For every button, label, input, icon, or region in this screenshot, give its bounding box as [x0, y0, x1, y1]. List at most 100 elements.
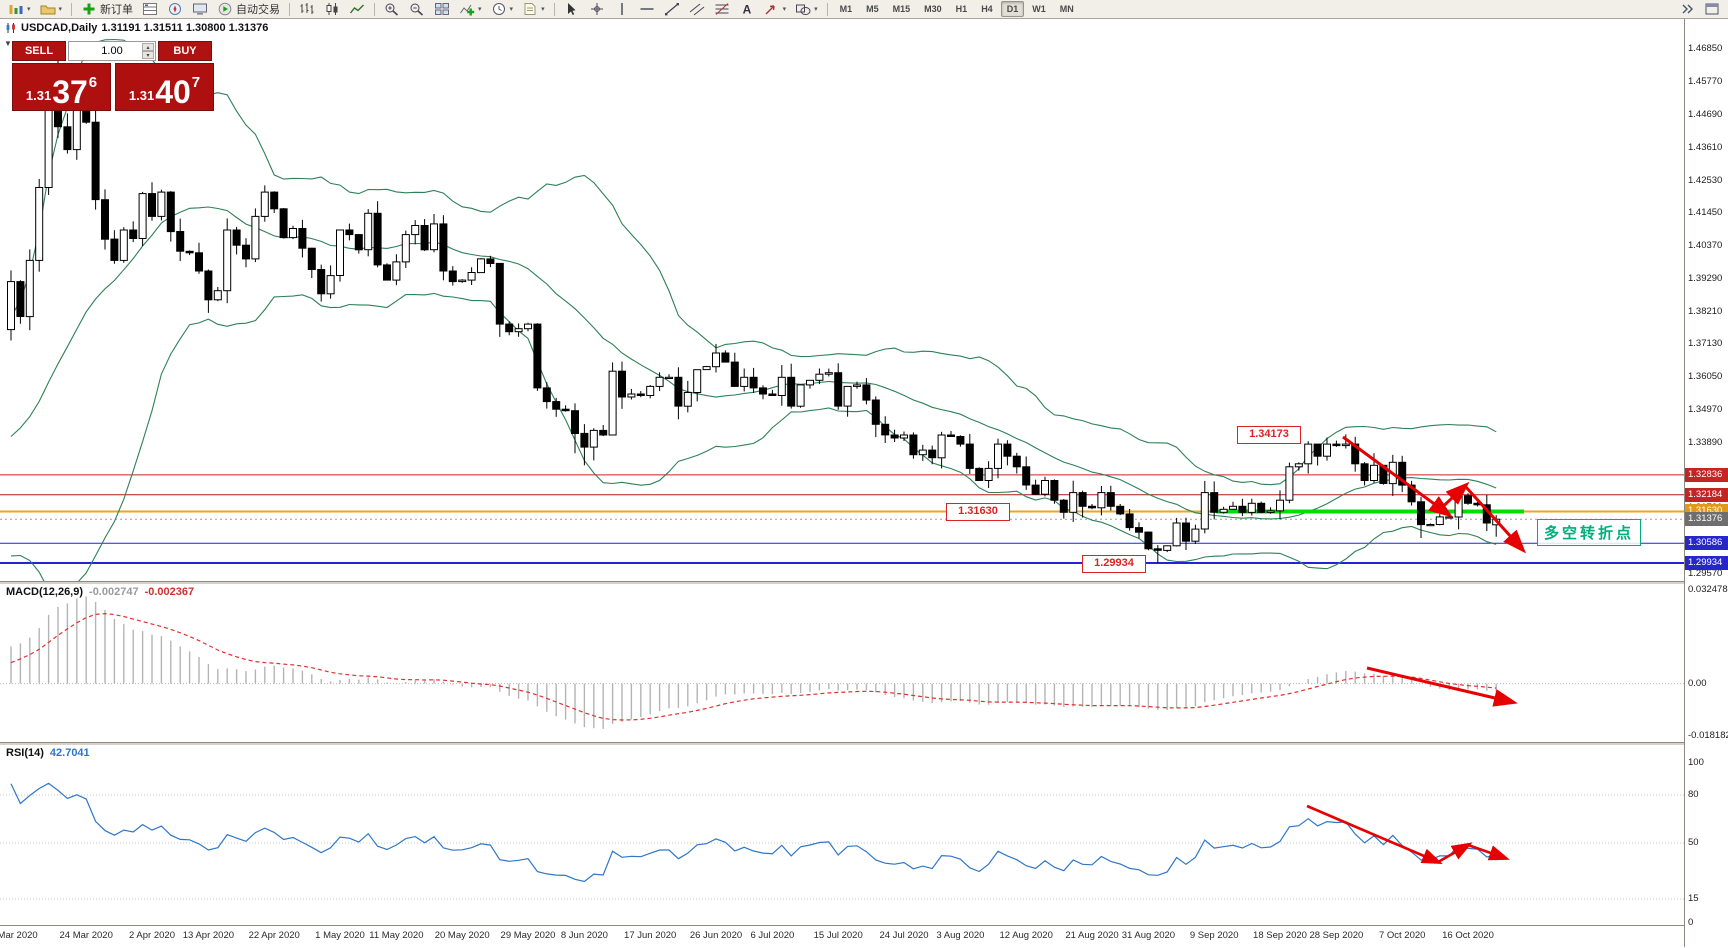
- price-tick-label: 1.33890: [1688, 436, 1723, 448]
- cursor-tool-button[interactable]: [560, 0, 584, 19]
- arrows-tool-button[interactable]: ▾: [760, 0, 791, 19]
- panel-splitter[interactable]: [0, 742, 1728, 745]
- timeframe-button-d1[interactable]: D1: [1000, 1, 1025, 17]
- buy-price-main: 1.31: [128, 88, 155, 103]
- price-label-1.29934[interactable]: 1.29934: [1082, 555, 1146, 573]
- indicators-button[interactable]: ▾: [455, 0, 486, 19]
- price-axis-badge: 1.32836: [1685, 467, 1728, 482]
- periods-button[interactable]: ▾: [487, 0, 518, 19]
- date-tick-label: 6 Jul 2020: [750, 930, 795, 941]
- horizontal-line-tool-button[interactable]: [635, 0, 659, 19]
- horizontal-line-icon: [640, 8, 654, 10]
- terminal-button[interactable]: [188, 0, 212, 19]
- bar-chart-mode-button[interactable]: [295, 0, 319, 19]
- date-tick-label: 11 May 2020: [369, 930, 424, 941]
- buy-button[interactable]: BUY: [158, 41, 212, 61]
- chevron-down-icon: ▾: [58, 5, 63, 13]
- shapes-tool-button[interactable]: ▾: [791, 0, 822, 19]
- price-tick-label: 1.34970: [1688, 404, 1723, 416]
- timeframe-button-mn[interactable]: MN: [1059, 4, 1074, 14]
- date-tick-label: 26 Jun 2020: [689, 930, 743, 941]
- profiles-button[interactable]: ▾: [36, 0, 67, 19]
- rsi-axis-label: 0: [1688, 917, 1694, 928]
- market-watch-button[interactable]: [138, 0, 162, 19]
- new-chart-button[interactable]: ▾: [4, 0, 35, 19]
- macd-canvas[interactable]: [0, 584, 1684, 742]
- timeframe-button-m5[interactable]: M5: [866, 4, 879, 14]
- turning-point-annotation[interactable]: 多空转折点: [1537, 519, 1642, 546]
- navigator-icon: [169, 3, 182, 15]
- ohlc-readout: 1.31191 1.31511 1.30800 1.31376: [101, 22, 269, 34]
- one-click-collapse-icon[interactable]: ▼: [4, 39, 12, 48]
- rsi-axis-label: 50: [1688, 837, 1699, 848]
- new-order-button[interactable]: 新订单: [77, 0, 137, 19]
- navigator-button[interactable]: [163, 0, 187, 19]
- price-axis-badge: 1.32184: [1685, 487, 1728, 502]
- date-axis[interactable]: 12 Mar 2020 24 Mar 2020 2 Apr 2020 13 Apr 2…: [0, 925, 1684, 948]
- dock-button[interactable]: [1700, 0, 1724, 19]
- price-label-1.34173[interactable]: 1.34173: [1237, 426, 1301, 444]
- chevron-down-icon: ▾: [814, 5, 818, 13]
- volume-up-button[interactable]: ▴: [142, 43, 154, 51]
- sell-button[interactable]: SELL: [12, 41, 66, 61]
- top-toolbar: ▾ ▾ 新订单 自动交易: [0, 0, 1728, 19]
- rsi-panel[interactable]: RSI(14) 42.7041: [0, 745, 1684, 924]
- main-chart-panel[interactable]: USDCAD,Daily 1.31191 1.31511 1.30800 1.3…: [0, 19, 1684, 581]
- symbol-period-label: USDCAD,Daily: [21, 22, 98, 34]
- zoom-in-button[interactable]: [380, 0, 404, 19]
- timeframe-button-h1[interactable]: H1: [955, 4, 968, 14]
- vertical-line-tool-button[interactable]: [610, 0, 634, 19]
- date-tick-label: 24 Mar 2020: [59, 930, 113, 941]
- sell-price-button[interactable]: 1.31 37 6: [12, 63, 111, 111]
- price-tick-label: 1.42530: [1688, 174, 1723, 186]
- market-watch-icon: [143, 3, 158, 15]
- date-tick-label: 22 Apr 2020: [248, 930, 300, 941]
- zoom-out-button[interactable]: [405, 0, 429, 19]
- rsi-header: RSI(14) 42.7041: [6, 747, 90, 759]
- timeframe-button-m1[interactable]: M1: [839, 4, 853, 14]
- new-order-plus-icon: [83, 3, 95, 15]
- channel-tool-button[interactable]: [685, 0, 709, 19]
- candlestick-icon: [326, 3, 338, 15]
- panel-splitter[interactable]: [0, 581, 1728, 584]
- price-axis-badge: 1.30586: [1685, 536, 1728, 551]
- templates-button[interactable]: ▾: [518, 0, 549, 19]
- timeframe-button-m30[interactable]: M30: [924, 4, 942, 14]
- one-click-trading-panel: ▼ SELL ▴ ▾ BUY 1.31 37 6 1.31 40 7: [2, 39, 214, 111]
- fibonacci-tool-button[interactable]: [710, 0, 734, 19]
- rsi-canvas[interactable]: [0, 745, 1684, 924]
- buy-price-big: 40: [155, 74, 191, 110]
- buy-price-button[interactable]: 1.31 40 7: [115, 63, 214, 111]
- macd-panel[interactable]: MACD(12,26,9) -0.002747 -0.002367: [0, 584, 1684, 742]
- price-axis[interactable]: 1.46850 1.45770 1.44690 1.43610 1.42530 1.414…: [1684, 19, 1728, 947]
- chevron-down-icon: ▾: [782, 5, 787, 13]
- trendline-tool-button[interactable]: [660, 0, 684, 19]
- crosshair-tool-button[interactable]: [585, 0, 609, 19]
- date-tick-label: 31 Aug 2020: [1121, 930, 1176, 941]
- price-label-1.31630[interactable]: 1.31630: [946, 503, 1010, 521]
- line-chart-mode-button[interactable]: [345, 0, 369, 19]
- text-tool-button[interactable]: A: [735, 0, 759, 19]
- price-tick-label: 1.44690: [1688, 108, 1723, 120]
- chevron-down-icon: ▾: [478, 5, 482, 13]
- main-chart-canvas[interactable]: [0, 19, 1684, 581]
- timeframe-button-w1[interactable]: W1: [1032, 4, 1046, 14]
- macd-label: MACD(12,26,9): [6, 586, 84, 598]
- chevron-down-icon: ▾: [27, 5, 31, 13]
- date-tick-label: 21 Aug 2020: [1065, 930, 1119, 941]
- macd-signal-value: -0.002367: [144, 586, 195, 598]
- expand-toolbar-button[interactable]: [1675, 0, 1699, 19]
- volume-input[interactable]: [75, 44, 149, 58]
- price-tick-label: 1.29570: [1688, 568, 1723, 580]
- zoom-in-icon: [385, 3, 399, 16]
- chevron-down-icon: ▾: [541, 5, 545, 13]
- tile-windows-button[interactable]: [430, 0, 454, 19]
- autotrading-button[interactable]: 自动交易: [213, 0, 284, 19]
- arrow-tool-icon: [765, 5, 775, 15]
- volume-down-button[interactable]: ▾: [142, 51, 154, 59]
- timeframe-button-m15[interactable]: M15: [892, 4, 911, 14]
- macd-header: MACD(12,26,9) -0.002747 -0.002367: [6, 586, 194, 598]
- candle-chart-mode-button[interactable]: [320, 0, 344, 19]
- timeframe-button-h4[interactable]: H4: [981, 4, 993, 14]
- toolbar-separator: [71, 2, 73, 16]
